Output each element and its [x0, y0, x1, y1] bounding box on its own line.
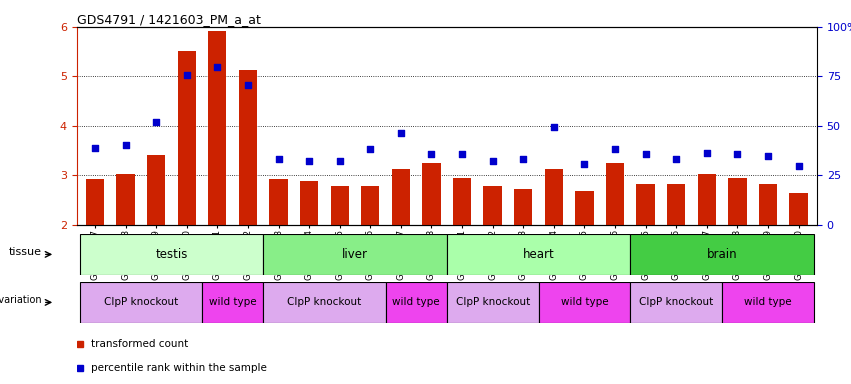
Bar — [447, 282, 539, 323]
Bar — [575, 191, 594, 225]
Text: percentile rank within the sample: percentile rank within the sample — [91, 362, 267, 373]
Point — [639, 151, 653, 157]
Point — [333, 158, 346, 164]
Bar — [391, 169, 410, 225]
Bar — [539, 282, 631, 323]
Text: ClpP knockout: ClpP knockout — [104, 297, 178, 308]
Text: ClpP knockout: ClpP knockout — [455, 297, 530, 308]
Bar — [545, 169, 563, 225]
Bar — [361, 186, 380, 225]
Bar — [202, 282, 263, 323]
Bar — [300, 181, 318, 225]
Point — [578, 161, 591, 167]
Bar — [386, 282, 447, 323]
Bar — [263, 234, 447, 275]
Point — [547, 124, 561, 130]
Point — [210, 65, 224, 71]
Point — [791, 163, 805, 169]
Bar — [514, 189, 533, 225]
Point — [486, 158, 500, 164]
Point — [761, 153, 774, 159]
Bar — [208, 31, 226, 225]
Text: wild type: wild type — [208, 297, 256, 308]
Point — [731, 151, 745, 157]
Text: ClpP knockout: ClpP knockout — [288, 297, 362, 308]
Text: brain: brain — [707, 248, 738, 261]
Point — [89, 145, 102, 151]
Bar — [637, 184, 654, 225]
Text: transformed count: transformed count — [91, 339, 189, 349]
Text: wild type: wild type — [561, 297, 608, 308]
Point — [119, 141, 133, 147]
Bar — [667, 184, 685, 225]
Point — [425, 151, 438, 157]
Point — [517, 156, 530, 162]
Text: wild type: wild type — [744, 297, 791, 308]
Bar — [606, 163, 625, 225]
Bar — [453, 178, 471, 225]
Bar — [86, 179, 104, 225]
Bar — [80, 234, 263, 275]
Point — [271, 156, 285, 162]
Point — [394, 130, 408, 136]
Bar — [117, 174, 134, 225]
Bar — [178, 51, 196, 225]
Point — [149, 119, 163, 125]
Text: genotype/variation: genotype/variation — [0, 295, 43, 305]
Text: heart: heart — [523, 248, 555, 261]
Bar — [698, 174, 716, 225]
Bar — [147, 155, 165, 225]
Bar — [631, 282, 722, 323]
Point — [700, 150, 714, 156]
Point — [363, 146, 377, 152]
Bar — [422, 163, 441, 225]
Bar — [483, 186, 502, 225]
Point — [455, 151, 469, 157]
Bar — [790, 192, 808, 225]
Point — [302, 158, 316, 164]
Point — [241, 82, 254, 88]
Bar — [728, 178, 746, 225]
Bar — [447, 234, 631, 275]
Bar — [330, 186, 349, 225]
Text: ClpP knockout: ClpP knockout — [639, 297, 713, 308]
Bar — [631, 234, 814, 275]
Point — [670, 156, 683, 162]
Point — [608, 146, 622, 152]
Text: tissue: tissue — [9, 247, 43, 257]
Point — [180, 72, 193, 78]
Bar — [722, 282, 814, 323]
Text: GDS4791 / 1421603_PM_a_at: GDS4791 / 1421603_PM_a_at — [77, 13, 260, 26]
Bar — [759, 184, 777, 225]
Text: liver: liver — [342, 248, 368, 261]
Bar — [263, 282, 386, 323]
Bar — [239, 70, 257, 225]
Text: testis: testis — [155, 248, 187, 261]
Bar — [80, 282, 202, 323]
Text: wild type: wild type — [392, 297, 440, 308]
Bar — [269, 179, 288, 225]
